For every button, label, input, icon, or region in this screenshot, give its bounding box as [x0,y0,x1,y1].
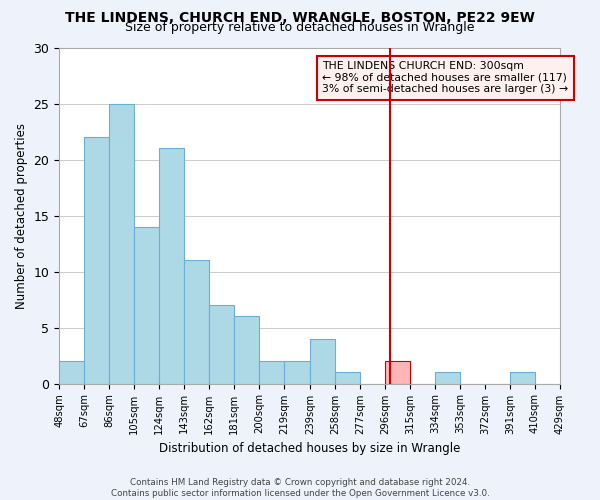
Text: THE LINDENS, CHURCH END, WRANGLE, BOSTON, PE22 9EW: THE LINDENS, CHURCH END, WRANGLE, BOSTON… [65,12,535,26]
Bar [435,372,460,384]
X-axis label: Distribution of detached houses by size in Wrangle: Distribution of detached houses by size … [159,442,460,455]
Bar [134,226,159,384]
Bar [284,361,310,384]
Bar [84,137,109,384]
Bar [335,372,360,384]
Bar [259,361,284,384]
Bar [385,361,410,384]
Text: Size of property relative to detached houses in Wrangle: Size of property relative to detached ho… [125,22,475,35]
Bar [184,260,209,384]
Bar [109,104,134,384]
Bar [159,148,184,384]
Bar [209,305,234,384]
Text: THE LINDENS CHURCH END: 300sqm
← 98% of detached houses are smaller (117)
3% of : THE LINDENS CHURCH END: 300sqm ← 98% of … [322,60,568,94]
Bar [234,316,259,384]
Bar [510,372,535,384]
Y-axis label: Number of detached properties: Number of detached properties [15,122,28,308]
Text: Contains HM Land Registry data © Crown copyright and database right 2024.
Contai: Contains HM Land Registry data © Crown c… [110,478,490,498]
Bar [310,339,335,384]
Bar [59,361,84,384]
